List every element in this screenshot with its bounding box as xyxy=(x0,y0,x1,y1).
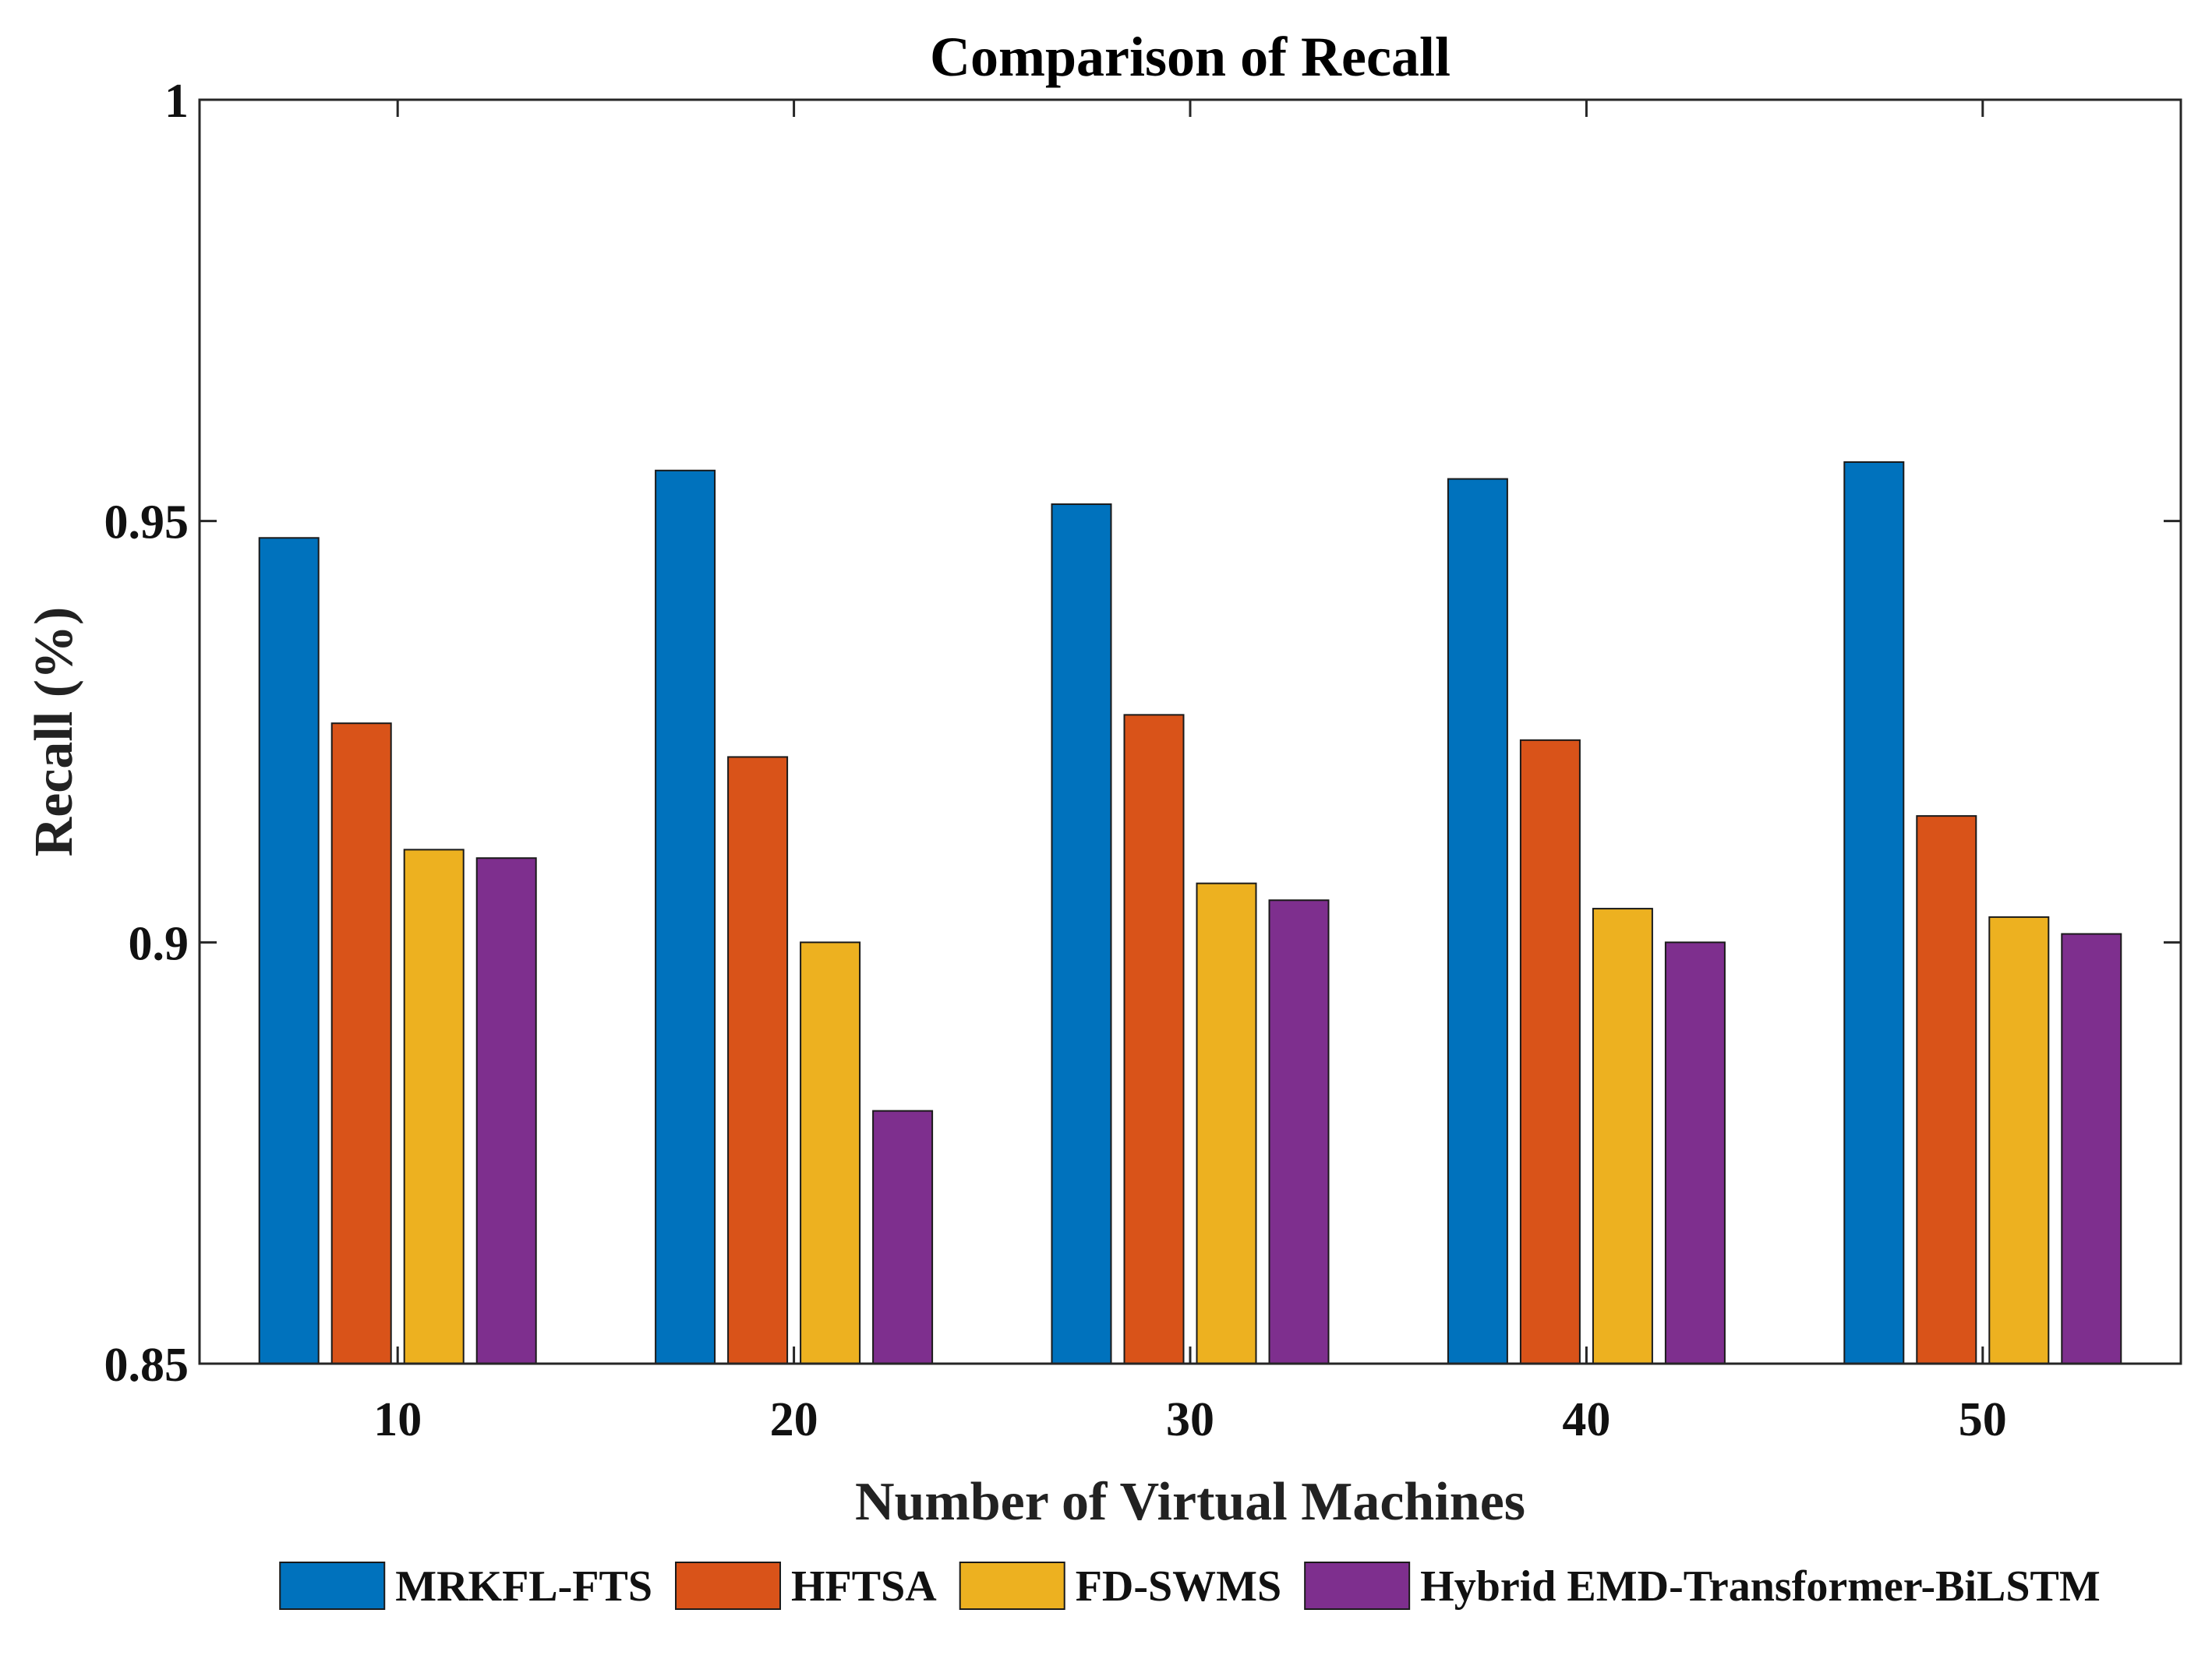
bar-hftsa-10 xyxy=(330,722,392,1364)
legend: MRKFL-FTS HFTSA FD-SWMS Hybrid EMD-Transfor… xyxy=(279,1562,2101,1611)
x-tick-label: 30 xyxy=(1166,1393,1214,1446)
y-tick-label: 0.9 xyxy=(129,917,189,970)
x-axis-label: Number of Virtual Machines xyxy=(855,1472,1525,1532)
x-tick-label: 20 xyxy=(770,1393,818,1446)
legend-swatch-fd-swms xyxy=(959,1562,1065,1610)
bar-hftsa-50 xyxy=(1916,815,1977,1364)
y-tick-label: 0.85 xyxy=(104,1339,189,1392)
legend-swatch-mrkfl-fts xyxy=(279,1562,386,1610)
bar-fd-swms-40 xyxy=(1592,908,1653,1364)
bar-fd-swms-30 xyxy=(1196,882,1257,1364)
x-tick-label: 40 xyxy=(1562,1393,1610,1446)
legend-swatch-hybrid-emd-transformer-bilstm xyxy=(1304,1562,1411,1610)
x-tick-label: 50 xyxy=(1959,1393,2007,1446)
bar-fd-swms-50 xyxy=(1988,916,2050,1364)
legend-swatch-hftsa xyxy=(675,1562,782,1610)
bar-hybrid-emd-transformer-bilstm-20 xyxy=(872,1110,934,1364)
legend-label-hybrid-emd-transformer-bilstm: Hybrid EMD-Transformer-BiLSTM xyxy=(1420,1562,2101,1611)
chart-title: Comparison of Recall xyxy=(930,26,1451,88)
bar-hybrid-emd-transformer-bilstm-40 xyxy=(1664,941,1726,1365)
y-tick-label: 1 xyxy=(164,75,189,128)
y-axis-label: Recall (%) xyxy=(24,607,84,857)
bar-hftsa-30 xyxy=(1123,714,1185,1364)
plot-area-frame xyxy=(198,98,2182,1365)
y-tick-label: 0.95 xyxy=(104,496,189,549)
x-axis-ticks: 10 20 30 40 50 xyxy=(373,100,2007,1446)
bar-hftsa-40 xyxy=(1519,739,1581,1364)
bar-fd-swms-10 xyxy=(403,849,465,1365)
x-tick-label: 10 xyxy=(373,1393,422,1446)
bar-mrkfl-fts-40 xyxy=(1447,478,1508,1364)
bar-hybrid-emd-transformer-bilstm-10 xyxy=(475,857,537,1364)
bar-hftsa-20 xyxy=(727,756,789,1364)
bar-hybrid-emd-transformer-bilstm-50 xyxy=(2061,933,2122,1364)
bar-series xyxy=(258,461,2122,1365)
bar-mrkfl-fts-20 xyxy=(655,469,716,1365)
bar-mrkfl-fts-30 xyxy=(1051,503,1112,1364)
legend-label-hftsa: HFTSA xyxy=(791,1562,937,1611)
legend-label-fd-swms: FD-SWMS xyxy=(1076,1562,1281,1611)
legend-label-mrkfl-fts: MRKFL-FTS xyxy=(395,1562,652,1611)
bar-fd-swms-20 xyxy=(800,941,861,1365)
bar-hybrid-emd-transformer-bilstm-30 xyxy=(1268,899,1330,1365)
y-axis-ticks: 0.85 0.9 0.95 1 xyxy=(104,75,2181,1392)
bar-mrkfl-fts-10 xyxy=(258,537,320,1364)
bar-mrkfl-fts-50 xyxy=(1843,461,1905,1364)
